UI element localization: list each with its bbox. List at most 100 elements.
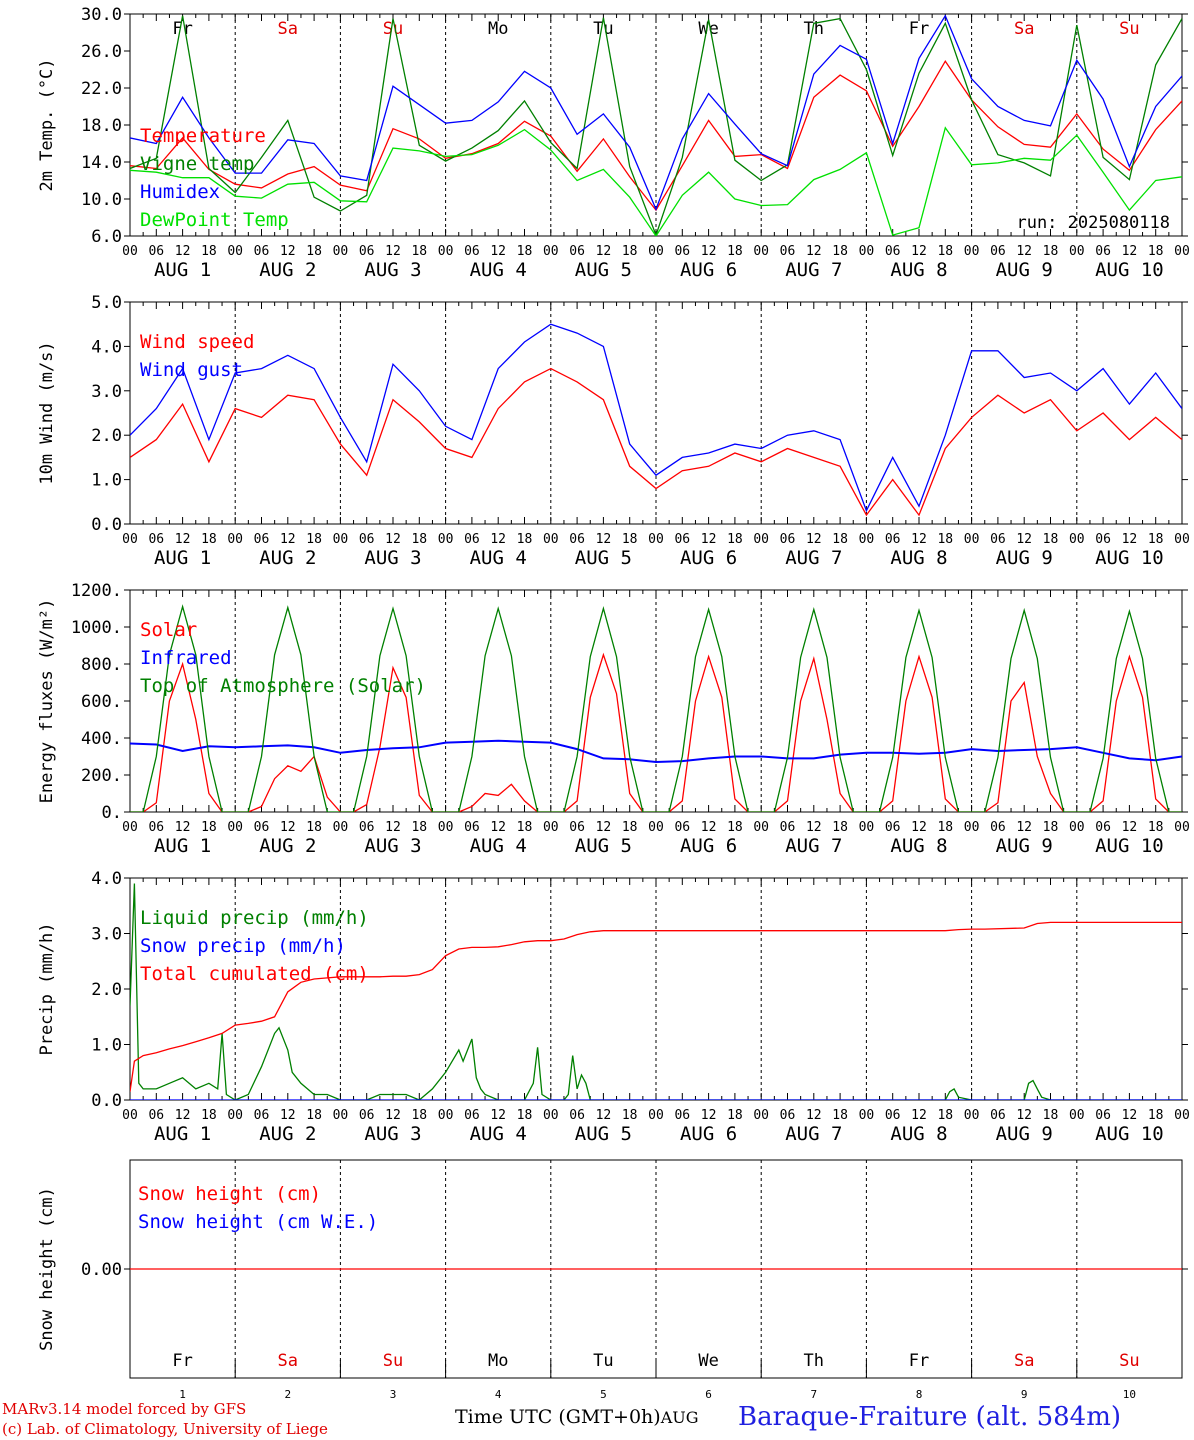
x-date-label: AUG 2 [259, 547, 316, 569]
series-line-precip [130, 883, 1182, 1100]
x-hour-label: 12 [806, 820, 822, 835]
x-date-label: AUG 1 [154, 547, 211, 569]
x-date-label: AUG 5 [575, 1123, 632, 1145]
x-hour-label: 12 [385, 244, 401, 259]
x-hour-label: 12 [596, 820, 612, 835]
series-line-energy [130, 604, 1182, 812]
x-date-label: AUG 10 [1095, 1123, 1164, 1145]
x-hour-label: 00 [753, 820, 769, 835]
x-hour-label: 12 [1122, 532, 1138, 547]
series-line-temp [130, 14, 1182, 211]
x-hour-label: 06 [1095, 244, 1111, 259]
x-hour-label: 18 [306, 820, 322, 835]
x-hour-label: 06 [780, 532, 796, 547]
y-tick-label: 4.0 [91, 337, 122, 357]
x-hour-label: 12 [911, 244, 927, 259]
x-hour-label: 12 [385, 820, 401, 835]
y-tick-label: 600. [81, 692, 122, 712]
weekday-label: We [698, 19, 718, 39]
x-hour-label: 00 [1174, 532, 1190, 547]
run-label: run: 2025080118 [1016, 213, 1170, 233]
weekday-label: Su [383, 19, 403, 39]
y-tick-label: 0.0 [91, 1091, 122, 1111]
x-day-number: 7 [810, 1388, 817, 1401]
x-hour-label: 06 [674, 1108, 690, 1123]
x-hour-label: 00 [648, 1108, 664, 1123]
legend-entry: Liquid precip (mm/h) [140, 907, 369, 929]
x-hour-label: 00 [648, 532, 664, 547]
weekday-label: Tu [593, 19, 613, 39]
x-hour-label: 18 [201, 820, 217, 835]
legend-entry: Snow height (cm W.E.) [138, 1211, 378, 1233]
y-tick-label: 6.0 [91, 227, 122, 247]
series-line-energy [130, 652, 1182, 812]
x-date-label: AUG 7 [785, 259, 842, 281]
x-hour-label: 12 [596, 1108, 612, 1123]
x-axis-month: AUG [660, 1408, 699, 1427]
station-name: Baraque-Fraiture (alt. 584m) [738, 1402, 1122, 1432]
x-hour-label: 18 [411, 1108, 427, 1123]
x-hour-label: 12 [175, 244, 191, 259]
x-hour-label: 12 [1122, 1108, 1138, 1123]
x-hour-label: 06 [464, 244, 480, 259]
x-hour-label: 18 [832, 532, 848, 547]
x-hour-label: 00 [438, 532, 454, 547]
x-hour-label: 06 [885, 532, 901, 547]
x-date-label: AUG 9 [996, 1123, 1053, 1145]
x-date-label: AUG 6 [680, 1123, 737, 1145]
x-day-label: Fr [172, 1351, 192, 1371]
x-hour-label: 06 [254, 1108, 270, 1123]
x-date-label: AUG 7 [785, 547, 842, 569]
x-hour-label: 00 [1069, 820, 1085, 835]
x-hour-label: 06 [569, 244, 585, 259]
x-hour-label: 12 [596, 532, 612, 547]
x-hour-label: 06 [990, 532, 1006, 547]
x-day-number: 9 [1021, 1388, 1028, 1401]
x-hour-label: 18 [1043, 244, 1059, 259]
x-hour-label: 18 [832, 244, 848, 259]
y-tick-label: 10.0 [81, 190, 122, 210]
y-tick-label: 30.0 [81, 5, 122, 25]
legend-entry: Total cumulated (cm) [140, 963, 369, 985]
x-hour-label: 18 [517, 1108, 533, 1123]
x-date-label: AUG 7 [785, 835, 842, 857]
x-hour-label: 06 [148, 820, 164, 835]
x-hour-label: 12 [1016, 532, 1032, 547]
x-date-label: AUG 9 [996, 835, 1053, 857]
x-hour-label: 06 [148, 532, 164, 547]
x-hour-label: 18 [622, 532, 638, 547]
x-hour-label: 00 [964, 244, 980, 259]
x-hour-label: 06 [885, 820, 901, 835]
x-hour-label: 06 [254, 244, 270, 259]
x-day-label: Tu [593, 1351, 613, 1371]
x-hour-label: 00 [543, 820, 559, 835]
legend-entry: Top of Atmosphere (Solar) [140, 675, 426, 697]
x-hour-label: 18 [727, 820, 743, 835]
x-date-label: AUG 1 [154, 835, 211, 857]
x-hour-label: 00 [753, 532, 769, 547]
lab-credit: (c) Lab. of Climatology, University of L… [2, 1420, 328, 1438]
y-axis-label: Energy fluxes (W/m²) [37, 599, 57, 804]
y-tick-label: 1200. [71, 581, 122, 601]
y-tick-label: 22.0 [81, 79, 122, 99]
x-hour-label: 18 [937, 1108, 953, 1123]
legend-entry: Solar [140, 619, 197, 641]
y-tick-label: 800. [81, 655, 122, 675]
x-date-label: AUG 9 [996, 259, 1053, 281]
weekday-label: Fr [172, 19, 192, 39]
x-hour-label: 06 [1095, 532, 1111, 547]
x-hour-label: 06 [885, 244, 901, 259]
x-hour-label: 12 [911, 1108, 927, 1123]
x-hour-label: 00 [1069, 532, 1085, 547]
x-hour-label: 00 [1069, 244, 1085, 259]
x-hour-label: 18 [201, 244, 217, 259]
x-hour-label: 18 [727, 244, 743, 259]
x-hour-label: 00 [753, 1108, 769, 1123]
x-hour-label: 06 [254, 820, 270, 835]
weekday-label: Th [804, 19, 824, 39]
x-hour-label: 12 [280, 244, 296, 259]
x-hour-label: 12 [490, 820, 506, 835]
x-hour-label: 06 [674, 820, 690, 835]
x-day-label: Su [383, 1351, 403, 1371]
x-hour-label: 00 [648, 244, 664, 259]
